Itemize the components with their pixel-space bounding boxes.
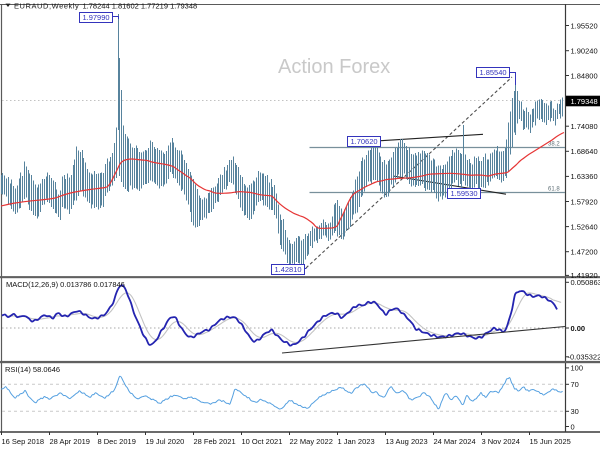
svg-text:61.8: 61.8 [548, 187, 560, 193]
svg-text:13 Aug 2023: 13 Aug 2023 [386, 437, 428, 446]
svg-text:1.59530: 1.59530 [450, 189, 477, 198]
svg-text:30: 30 [571, 407, 579, 416]
svg-text:100: 100 [571, 364, 584, 373]
svg-text:70: 70 [571, 380, 579, 389]
svg-text:1.78244 1.81602 1.77219 1.7934: 1.78244 1.81602 1.77219 1.79348 [83, 1, 198, 10]
svg-text:28 Apr 2019: 28 Apr 2019 [50, 437, 90, 446]
svg-text:1.47200: 1.47200 [571, 248, 598, 257]
svg-text:0.050863: 0.050863 [571, 278, 600, 287]
svg-text:1.68640: 1.68640 [571, 147, 598, 156]
svg-text:MACD(12,26,9) 0.013786 0.01784: MACD(12,26,9) 0.013786 0.017846 [6, 280, 125, 289]
svg-text:22 May 2022: 22 May 2022 [290, 437, 333, 446]
svg-text:3 Nov 2024: 3 Nov 2024 [482, 437, 520, 446]
svg-text:24 Mar 2024: 24 Mar 2024 [434, 437, 476, 446]
svg-text:28 Feb 2021: 28 Feb 2021 [194, 437, 236, 446]
svg-text:1 Jan 2023: 1 Jan 2023 [338, 437, 375, 446]
svg-text:1.41920: 1.41920 [571, 271, 598, 280]
svg-text:0: 0 [571, 422, 575, 431]
svg-text:RSI(14) 58.0646: RSI(14) 58.0646 [5, 365, 60, 374]
svg-text:15 Jun 2025: 15 Jun 2025 [530, 437, 571, 446]
svg-text:1.74080: 1.74080 [571, 122, 598, 131]
svg-text:1.90240: 1.90240 [571, 47, 598, 56]
svg-text:8 Dec 2019: 8 Dec 2019 [98, 437, 136, 446]
svg-text:1.95520: 1.95520 [571, 21, 598, 30]
svg-text:19 Jul 2020: 19 Jul 2020 [146, 437, 185, 446]
svg-text:1.79348: 1.79348 [571, 97, 598, 106]
svg-text:10 Oct 2021: 10 Oct 2021 [242, 437, 283, 446]
svg-text:16 Sep 2018: 16 Sep 2018 [2, 437, 45, 446]
svg-text:1.42810: 1.42810 [274, 265, 301, 274]
svg-text:1.85540: 1.85540 [479, 68, 506, 77]
svg-text:1.52640: 1.52640 [571, 222, 598, 231]
svg-text:1.63360: 1.63360 [571, 172, 598, 181]
svg-text:0.00: 0.00 [571, 324, 586, 333]
svg-text:-0.035322: -0.035322 [568, 353, 600, 362]
svg-text:1.70620: 1.70620 [350, 137, 377, 146]
svg-text:Action Forex: Action Forex [278, 56, 390, 78]
svg-text:1.84800: 1.84800 [571, 71, 598, 80]
svg-text:1.57920: 1.57920 [571, 197, 598, 206]
svg-text:EURAUD,Weekly: EURAUD,Weekly [14, 1, 79, 10]
svg-text:38.2: 38.2 [548, 142, 560, 148]
svg-text:1.97990: 1.97990 [82, 13, 109, 22]
